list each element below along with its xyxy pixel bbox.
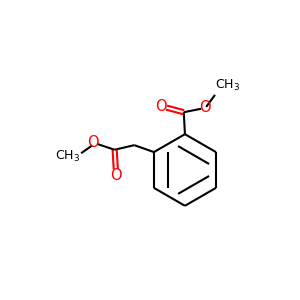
Text: O: O: [87, 135, 99, 150]
Text: CH$_3$: CH$_3$: [215, 78, 240, 93]
Text: O: O: [200, 100, 211, 115]
Text: CH$_3$: CH$_3$: [55, 149, 80, 164]
Text: O: O: [110, 168, 122, 183]
Text: O: O: [156, 99, 167, 114]
